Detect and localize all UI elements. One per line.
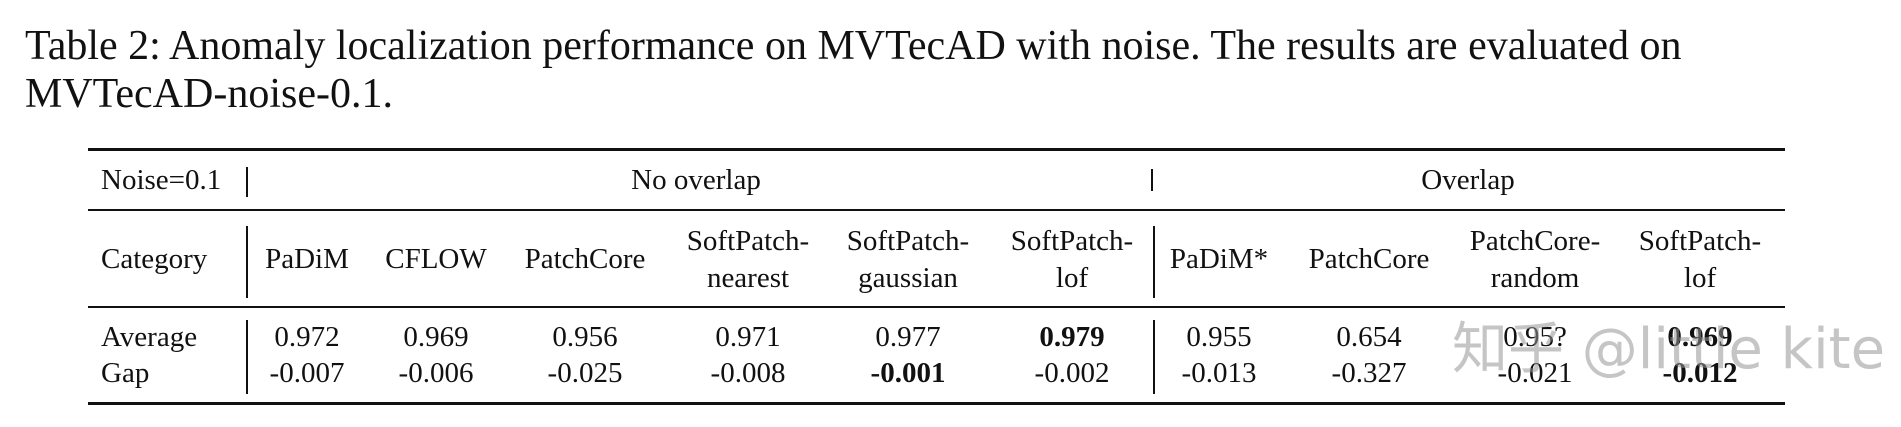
column-header: PatchCore [1308,243,1430,275]
body-divider-right [1153,320,1155,394]
table-cell: -0.002 [1034,357,1110,389]
table-cell: 0.972 [274,321,340,353]
table-cell: 0.979 [1039,321,1105,353]
table-top-rule [88,148,1785,151]
table-cell: -0.013 [1181,357,1257,389]
category-label: Category [101,243,208,275]
column-header-line2: nearest [706,262,790,294]
header-divider-right [1151,169,1153,191]
caption-line-1: Table 2: Anomaly localization performanc… [25,23,1682,69]
column-header-line2: random [1490,262,1580,294]
table-cell: 0.955 [1186,321,1252,353]
table-bottom-rule [88,402,1785,405]
table-cell: 0.956 [552,321,618,353]
table-cell: -0.008 [710,357,786,389]
table-cell: -0.021 [1497,357,1573,389]
column-header: CFLOW [385,243,487,275]
table-cell: -0.327 [1331,357,1407,389]
table-cell: -0.007 [269,357,345,389]
group-overlap: Overlap [1421,164,1515,196]
column-divider-left [246,226,248,298]
column-header: PatchCore [524,243,646,275]
table-cell: 0.969 [1667,321,1733,353]
table-caption: Table 2: Anomaly localization performanc… [25,22,1885,118]
table-column-header-rule [88,306,1785,308]
watermark: 知乎 @little kite [1452,317,1886,382]
column-divider-right [1153,226,1155,298]
table-cell: 0.654 [1336,321,1402,353]
column-header: PaDiM* [1169,243,1269,275]
noise-label: Noise=0.1 [101,164,222,196]
row-label-average: Average [101,321,198,353]
column-header: SoftPatch- [1638,225,1762,257]
table-cell: -0.001 [870,357,946,389]
column-header: PatchCore- [1469,225,1601,257]
table-cell: 0.969 [403,321,469,353]
column-header-line2: gaussian [858,262,958,294]
table-cell: 0.95? [1503,321,1567,353]
table-cell: -0.012 [1662,357,1738,389]
column-header: SoftPatch- [846,225,970,257]
header-divider-left [246,167,248,197]
table-cell: -0.025 [547,357,623,389]
column-header: PaDiM [265,243,349,275]
column-header: SoftPatch- [1010,225,1134,257]
column-header-line2: lof [1683,262,1717,294]
table-header-rule [88,209,1785,211]
caption-line-2: MVTecAD-noise-0.1. [25,71,393,117]
table-cell: -0.006 [398,357,474,389]
group-no-overlap: No overlap [631,164,761,196]
body-divider-left [246,320,248,394]
column-header: SoftPatch- [686,225,810,257]
table-cell: 0.971 [715,321,781,353]
column-header-line2: lof [1055,262,1089,294]
row-label-gap: Gap [101,357,150,389]
table-cell: 0.977 [875,321,941,353]
